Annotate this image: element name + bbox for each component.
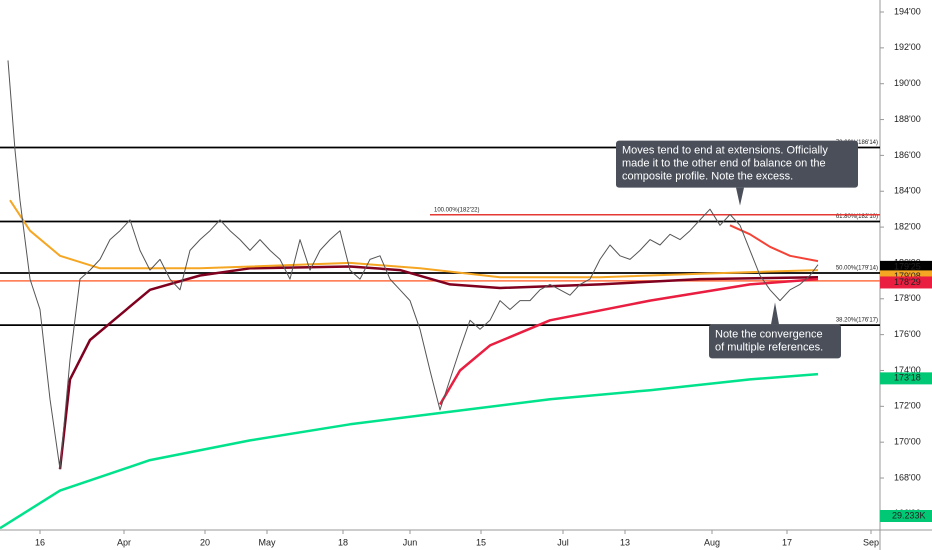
callout-pointer xyxy=(771,302,779,325)
y-tick-label: 174'00 xyxy=(894,365,921,375)
y-tick-label: 184'00 xyxy=(894,186,921,196)
price-tag-label: 173'18 xyxy=(894,373,921,383)
series-line xyxy=(58,265,819,470)
x-tick-label: Aug xyxy=(704,537,720,547)
price-tag-label: 179'08 xyxy=(894,271,921,281)
y-tick-label: 168'00 xyxy=(894,472,921,482)
x-tick-label: Jul xyxy=(557,537,569,547)
y-tick-label: 176'00 xyxy=(894,329,921,339)
volume-tag-label: 29.233K xyxy=(892,510,926,520)
callout-text: Moves tend to end at extensions. Officia… xyxy=(622,144,828,156)
callout-text: Note the convergence xyxy=(715,328,823,340)
callout-text: composite profile. Note the excess. xyxy=(622,170,793,182)
y-tick-label: 178'00 xyxy=(894,293,921,303)
x-tick-label: Jun xyxy=(403,537,418,547)
level-label: 38.20%(176'17) xyxy=(836,318,878,324)
callout: Moves tend to end at extensions. Officia… xyxy=(616,140,858,206)
x-tick-label: 20 xyxy=(200,537,210,547)
series-line xyxy=(9,199,819,279)
x-tick-label: 18 xyxy=(338,537,348,547)
y-tick-label: 172'00 xyxy=(894,401,921,411)
y-tick-label: 182'00 xyxy=(894,221,921,231)
x-tick-label: 17 xyxy=(782,537,792,547)
x-tick-label: May xyxy=(258,537,276,547)
y-tick-label: 190'00 xyxy=(894,78,921,88)
price-tag-label: 178'29 xyxy=(894,277,921,287)
callout-box xyxy=(616,140,858,188)
x-tick-label: Sep xyxy=(863,537,879,547)
price-tag xyxy=(880,260,932,273)
series-line xyxy=(7,60,819,470)
y-tick-label: 188'00 xyxy=(894,114,921,124)
x-tick-label: 13 xyxy=(620,537,630,547)
x-tick-label: 15 xyxy=(476,537,486,547)
level-label: 50.00%(179'14) xyxy=(836,266,878,272)
callout-box xyxy=(709,324,841,359)
series-line xyxy=(438,277,819,406)
volume-tag xyxy=(880,510,932,522)
level-label: 61.80%(182'10) xyxy=(836,214,878,220)
y-tick-label: 194'00 xyxy=(894,6,921,16)
price-tag-label: 179'25 xyxy=(894,261,921,271)
y-tick-label: 170'00 xyxy=(894,437,921,447)
series-line xyxy=(0,372,819,530)
callout-text: of multiple references. xyxy=(715,341,823,353)
x-tick-label: 16 xyxy=(35,537,45,547)
y-tick-label: 192'00 xyxy=(894,42,921,52)
level-label: 100.00%(182'22) xyxy=(434,207,480,213)
y-tick-label: 186'00 xyxy=(894,150,921,160)
x-tick-label: Apr xyxy=(117,537,131,547)
series-line xyxy=(729,224,819,263)
callout-pointer xyxy=(736,187,744,206)
price-tag xyxy=(880,276,932,289)
callout-text: made it to the other end of balance on t… xyxy=(622,157,826,169)
price-tag xyxy=(880,372,932,385)
